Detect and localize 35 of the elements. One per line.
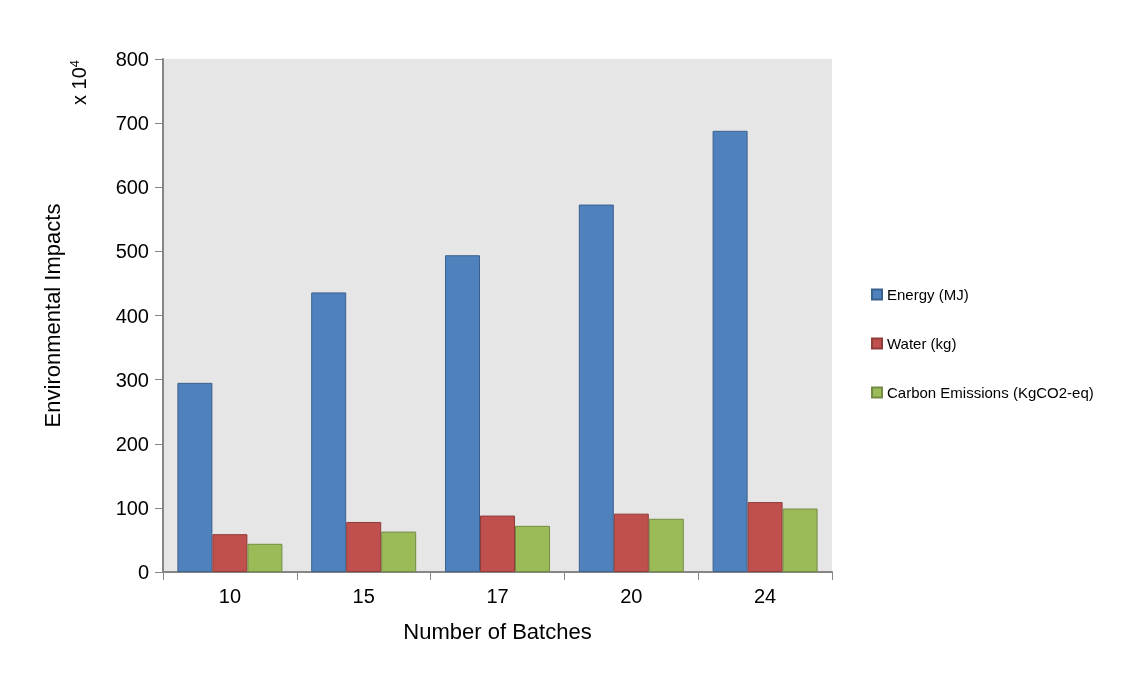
x-tick-label: 15 xyxy=(352,585,375,607)
bar xyxy=(311,292,347,572)
bar xyxy=(578,204,614,572)
bar xyxy=(782,508,818,572)
x-tick-label: 20 xyxy=(620,585,643,607)
y-tick-label: 800 xyxy=(115,48,149,70)
legend-label: Energy (MJ) xyxy=(887,286,969,303)
x-tick-label: 17 xyxy=(486,585,509,607)
bar xyxy=(381,531,417,572)
bar xyxy=(177,382,213,572)
bar xyxy=(648,518,684,572)
legend-label: Carbon Emissions (KgCO2-eq) xyxy=(887,384,1094,401)
y-tick-label: 700 xyxy=(115,112,149,135)
y-tick-label: 0 xyxy=(137,561,149,583)
bar xyxy=(445,255,480,572)
text: x 104 xyxy=(67,60,90,106)
bar xyxy=(247,543,283,572)
y-tick-label: 400 xyxy=(115,304,149,327)
x-axis-title: Number of Batches xyxy=(403,618,592,644)
bar xyxy=(712,130,748,572)
bar xyxy=(212,534,248,572)
y-tick-label: 300 xyxy=(115,368,149,391)
bar xyxy=(613,513,649,572)
y-tick-label: 500 xyxy=(115,240,149,263)
bar xyxy=(346,521,382,572)
y-tick-label: 100 xyxy=(115,496,149,519)
y-tick-label: 600 xyxy=(115,176,149,199)
bar xyxy=(515,525,550,572)
bar xyxy=(480,515,515,572)
y-tick-label: 200 xyxy=(115,432,149,455)
legend-label: Water (kg) xyxy=(887,335,957,352)
y-axis-title: Environmental Impacts xyxy=(39,203,65,428)
x-tick-label: 24 xyxy=(753,585,777,607)
bar xyxy=(747,502,783,572)
x-tick-label: 10 xyxy=(218,585,242,607)
